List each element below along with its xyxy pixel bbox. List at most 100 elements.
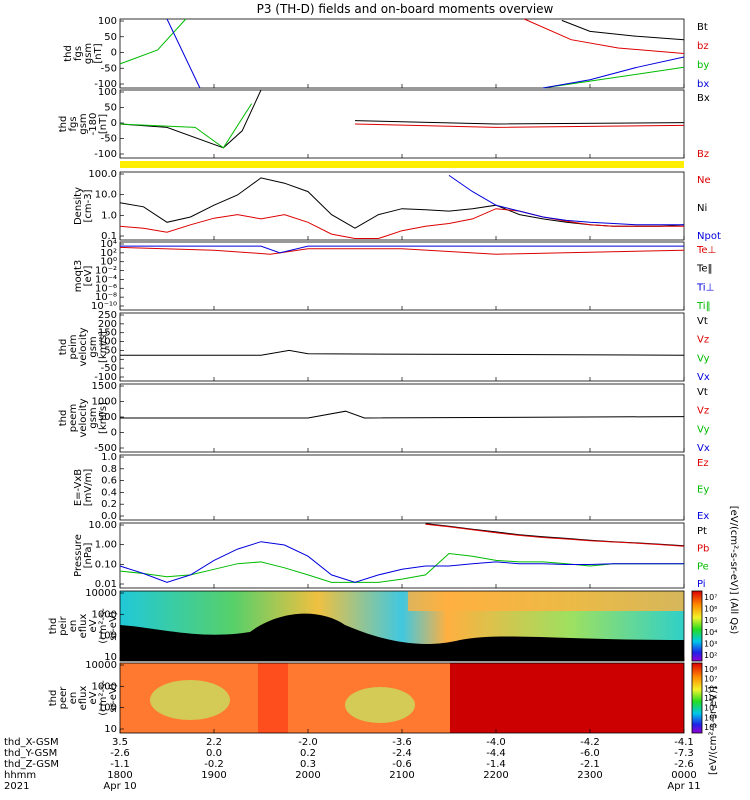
series-pressure-Pb [425,523,685,547]
panel-frame [119,171,685,241]
y-axis-label: thd fgs gsm -180 [nT] [58,113,109,136]
legend-entry: bx [697,79,709,90]
legend-entry: bz [697,41,709,52]
y-tick-label: 100.0 [88,169,117,180]
ephemeris-value: 2200 [483,770,508,781]
legend-entry: Vy [697,424,710,435]
legend-entry: Vt [697,387,708,398]
series-fgs-dsl-Bz-late [354,123,685,128]
ephemeris-value: -4.1 [674,737,694,748]
legend-entry: Pt [697,526,707,537]
y-tick-label: 150 [98,328,117,339]
y-tick-label: 50 [104,32,117,43]
y-axis-label-line: velocity [78,398,89,437]
legend-entry: Ex [697,511,709,522]
colorbar-ion [691,590,703,662]
y-tick-label: 0.6 [101,476,117,487]
ephemeris-value: -2.6 [110,748,130,759]
data-quality-bar [120,161,684,168]
y-tick-label: -50 [101,134,117,145]
y-tick-label: 0.1 [101,231,117,242]
y-axis-label-line: eflux [78,686,89,711]
legend-entry: Pi [697,579,706,590]
y-tick-label: 0.01 [95,579,117,590]
y-tick-label: 10⁰ [100,257,117,268]
panel-frame [119,454,685,521]
panel-density: 100.0 10.0 1.0 0.1 Density [cm-3] Ne Ni Npot [73,169,721,242]
colorbar-tick-label: 10⁵ [704,616,717,625]
y-axis-label-line: (cm²-s- [98,680,109,716]
legend-entry: Vx [697,443,710,454]
series-pressure-Pi [119,541,684,583]
ephemeris-value: -4.4 [486,748,506,759]
y-tick-label: 10⁻⁴ [95,274,117,285]
y-tick-label: 1.0 [101,210,117,221]
y-tick-label: 1000 [92,609,117,620]
ephemeris-value: 2100 [389,770,414,781]
colorbar-tick-label: 10³ [704,639,717,648]
legend-entry: Vz [697,335,709,346]
y-axis-label: moqt3 [eV] [73,260,94,293]
y-tick-label: 100 [98,16,117,27]
y-axis-label: thd peem velocity gsm [km/s] [58,398,109,437]
y-axis-label-line: Pressure [73,534,84,577]
ephemeris-value: 2.2 [206,737,222,748]
colorbar-tick-label: 10⁶ [704,605,717,614]
y-tick-label: 10.0 [95,190,117,201]
y-axis-label-line: Density [73,187,84,225]
ephemeris-label: 2021 [4,781,29,792]
y-tick-label: 10² [100,248,117,259]
series-fgs-bx [542,56,685,89]
legend-entry: Bz [697,149,709,160]
ephemeris-value: -0.6 [392,759,412,770]
y-axis-label: thd peer en eflux eV (cm²-s-sr-eV) [48,680,119,716]
ephemeris-value: -1.1 [110,759,130,770]
y-tick-label: 1000 [92,681,117,692]
legend-entry: Vy [697,353,710,364]
y-axis-label-line: thd [48,618,59,635]
ephemeris-value: Apr 10 [103,781,136,792]
electron-spectrogram-yellow-patch [150,680,230,720]
y-tick-label: 1000 [92,397,117,408]
y-tick-label: 0 [111,48,117,59]
y-axis-label-line: thd [58,339,69,356]
y-axis-label-line: peim [68,334,79,359]
colorbar-tick-label: 10² [704,651,717,660]
y-axis-label-line: [cm-3] [83,189,94,222]
colorbar-tick-label: 10⁷ [704,675,717,684]
colorbar-tick-label: 10² [704,723,717,732]
y-axis-label-line: gsm [78,113,89,134]
ephemeris-label: hhmm [4,770,36,781]
y-tick-label: 0.4 [101,487,117,498]
y-axis-label-line: thd [63,45,74,62]
ephemeris-value: 0000 [671,770,696,781]
colorbar-tick-label: 10⁴ [704,628,717,637]
y-tick-label: 1500 [92,381,117,392]
y-tick-label: 10⁻¹⁰ [91,301,117,312]
chart-title: P3 (TH-D) fields and on-board moments ov… [257,2,554,16]
y-tick-label: 100 [98,87,117,98]
ephemeris-value: -2.1 [580,759,600,770]
y-axis-label-line: eV [88,619,99,632]
y-axis-label-line: moqt3 [73,260,84,293]
legend-entry: Te‖ [696,264,713,275]
series-fgs-Bt [561,19,685,41]
ephemeris-table: thd_X-GSM 3.5 2.2 -2.0 -3.6 -4.0 -4.2 -4.1 thd_Y… [4,737,701,792]
ephemeris-value: 1900 [201,770,226,781]
y-tick-label: -50 [101,363,117,374]
y-axis-label-line: thd [48,690,59,707]
y-tick-label: 200 [98,319,117,330]
series-pressure-Pe [119,552,684,583]
legend-entry: Ti⊥ [696,282,714,293]
y-axis-label-line: fgs [73,46,84,61]
panel-frame [119,89,685,159]
y-axis-label-line: -180 [88,113,99,136]
colorbar-electron [691,662,703,734]
ephemeris-label: thd_X-GSM [4,737,59,748]
legend-entry: Te⊥ [696,245,716,256]
y-tick-label: 10⁻⁸ [95,292,117,303]
series-ve-Vt [120,410,685,419]
y-axis-label: thd fgs gsm [nT] [63,43,104,64]
